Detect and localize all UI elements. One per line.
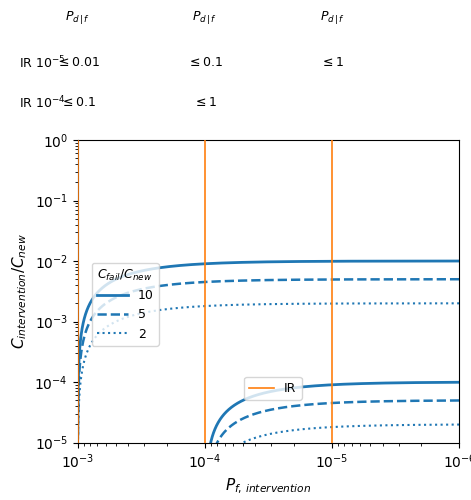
Text: $P_{d\,|\,f}$: $P_{d\,|\,f}$ <box>65 9 90 26</box>
Text: $\leq 0.01$: $\leq 0.01$ <box>56 56 100 69</box>
Y-axis label: $C_{intervention}/C_{new}$: $C_{intervention}/C_{new}$ <box>10 234 29 349</box>
Text: IR $10^{-4}$: IR $10^{-4}$ <box>19 94 65 111</box>
Text: $P_{d\,|\,f}$: $P_{d\,|\,f}$ <box>192 9 218 26</box>
Text: $\leq 0.1$: $\leq 0.1$ <box>187 56 223 69</box>
Text: IR $10^{-5}$: IR $10^{-5}$ <box>19 54 65 71</box>
Legend: IR: IR <box>244 377 301 400</box>
Text: $\leq 1$: $\leq 1$ <box>320 56 344 69</box>
Text: $P_{d\,|\,f}$: $P_{d\,|\,f}$ <box>319 9 345 26</box>
Text: $\leq 0.1$: $\leq 0.1$ <box>60 96 96 109</box>
Text: $\leq 1$: $\leq 1$ <box>193 96 217 109</box>
X-axis label: $P_{f,\,intervention}$: $P_{f,\,intervention}$ <box>225 476 312 496</box>
